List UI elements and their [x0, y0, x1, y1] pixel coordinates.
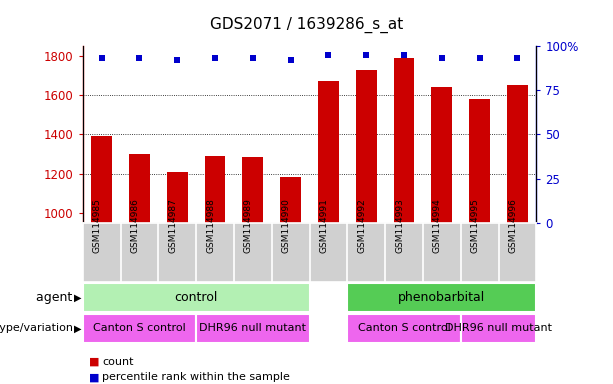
Text: GSM114991: GSM114991 [319, 198, 329, 253]
Bar [83, 283, 310, 312]
Point [475, 55, 485, 61]
Text: control: control [175, 291, 218, 304]
Text: GSM114990: GSM114990 [281, 198, 291, 253]
Text: ▶: ▶ [74, 293, 82, 303]
Text: DHR96 null mutant: DHR96 null mutant [445, 323, 552, 333]
Text: GSM114989: GSM114989 [244, 198, 253, 253]
Point [210, 55, 220, 61]
Point [248, 55, 257, 61]
Point [324, 52, 333, 58]
Text: DHR96 null mutant: DHR96 null mutant [199, 323, 306, 333]
Text: percentile rank within the sample: percentile rank within the sample [102, 372, 290, 382]
Text: Canton S control: Canton S control [93, 323, 186, 333]
Text: GSM114987: GSM114987 [168, 198, 177, 253]
Text: ■: ■ [89, 357, 99, 367]
Text: GDS2071 / 1639286_s_at: GDS2071 / 1639286_s_at [210, 17, 403, 33]
Bar [432, 87, 452, 223]
Point [172, 57, 182, 63]
Bar [243, 157, 263, 223]
Bar [196, 314, 310, 343]
Bar [470, 99, 490, 223]
Text: GSM114986: GSM114986 [131, 198, 139, 253]
Text: GSM114995: GSM114995 [471, 198, 480, 253]
Bar [91, 136, 112, 223]
Text: count: count [102, 357, 134, 367]
Point [361, 52, 371, 58]
Bar [129, 154, 150, 223]
Bar [394, 58, 414, 223]
Text: agent: agent [36, 291, 77, 304]
Bar [83, 314, 196, 343]
Bar [167, 172, 188, 223]
Bar [348, 283, 536, 312]
Bar [280, 177, 301, 223]
Text: GSM114994: GSM114994 [433, 198, 442, 253]
Point [512, 55, 522, 61]
Text: phenobarbital: phenobarbital [398, 291, 485, 304]
Bar [461, 314, 536, 343]
Text: ▶: ▶ [74, 323, 82, 333]
Bar [507, 85, 528, 223]
Point [437, 55, 447, 61]
Text: GSM114988: GSM114988 [206, 198, 215, 253]
Bar [318, 81, 339, 223]
Bar [356, 70, 376, 223]
Point [97, 55, 107, 61]
Bar [205, 156, 226, 223]
Point [286, 57, 295, 63]
Bar [348, 314, 461, 343]
Text: GSM114992: GSM114992 [357, 198, 366, 253]
Text: genotype/variation: genotype/variation [0, 323, 77, 333]
Point [399, 52, 409, 58]
Point [134, 55, 145, 61]
Text: Canton S control: Canton S control [358, 323, 451, 333]
Text: ■: ■ [89, 372, 99, 382]
Text: GSM114993: GSM114993 [395, 198, 404, 253]
Text: GSM114985: GSM114985 [93, 198, 102, 253]
Text: GSM114996: GSM114996 [508, 198, 517, 253]
